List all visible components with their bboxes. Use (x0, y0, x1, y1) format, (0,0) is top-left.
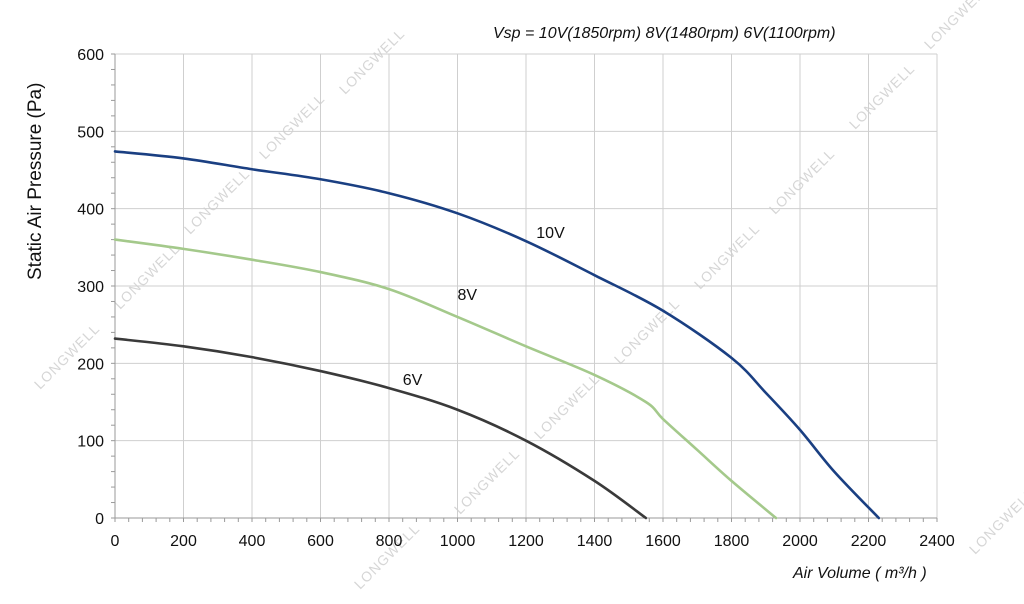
series-label-8v: 8V (458, 287, 478, 304)
series-labels: 10V 8V 6V (403, 225, 565, 389)
x-tick-label: 200 (170, 533, 197, 550)
x-tick-label: 2200 (851, 533, 887, 550)
x-tick-label: 600 (307, 533, 334, 550)
x-tick-label: 1200 (508, 533, 544, 550)
watermark-text: LONGWELL (181, 165, 253, 237)
y-tick-label: 200 (77, 356, 104, 373)
y-tick-label: 500 (77, 124, 104, 141)
x-tick-label: 1000 (440, 533, 476, 550)
watermark-text: LONGWELL (451, 445, 523, 517)
x-tick-label: 1800 (714, 533, 750, 550)
watermark-text: LONGWELL (336, 25, 408, 97)
series-label-10v: 10V (536, 225, 565, 242)
series-line-8v (113, 238, 778, 520)
series-line-10v (113, 150, 881, 520)
watermark-text: LONGWELL (351, 520, 423, 592)
y-tick-label: 300 (77, 279, 104, 296)
watermark-text: LONGWELL (966, 485, 1024, 557)
x-tick-label: 2400 (919, 533, 955, 550)
watermark-text: LONGWELL (921, 0, 993, 52)
x-tick-label: 2000 (782, 533, 818, 550)
x-tick-label: 800 (376, 533, 403, 550)
watermark-text: LONGWELL (256, 90, 328, 162)
series-label-6v: 6V (403, 372, 423, 389)
series-lines (113, 150, 881, 520)
watermark-text: LONGWELL (531, 370, 603, 442)
axes: 0 200 400 600 800 1000 1200 1400 1600 1800 2000 220… (77, 47, 955, 550)
x-axis-label: Air Volume ( m³/h ) (792, 565, 927, 582)
y-axis-label: Static Air Pressure (Pa) (25, 83, 46, 280)
watermark-text: LONGWELL (846, 60, 918, 132)
y-tick-label: 0 (95, 511, 104, 528)
series-line-6v (113, 337, 648, 520)
x-tick-label: 400 (239, 533, 266, 550)
watermark-text: LONGWELL (766, 145, 838, 217)
x-tick-label: 1400 (577, 533, 613, 550)
watermark-text: LONGWELL (611, 295, 683, 367)
grid-lines (115, 53, 938, 518)
y-tick-label: 600 (77, 47, 104, 64)
x-tick-label: 0 (111, 533, 120, 550)
x-tick-label: 1600 (645, 533, 681, 550)
chart-subtitle: Vsp = 10V(1850rpm) 8V(1480rpm) 6V(1100rp… (493, 25, 836, 42)
watermark-text: LONGWELL (691, 220, 763, 292)
watermark-text: LONGWELL (111, 240, 183, 312)
y-tick-label: 100 (77, 434, 104, 451)
watermark-layer: LONGWELLLONGWELLLONGWELLLONGWELLLONGWELL… (31, 0, 1024, 592)
y-tick-label: 400 (77, 202, 104, 219)
